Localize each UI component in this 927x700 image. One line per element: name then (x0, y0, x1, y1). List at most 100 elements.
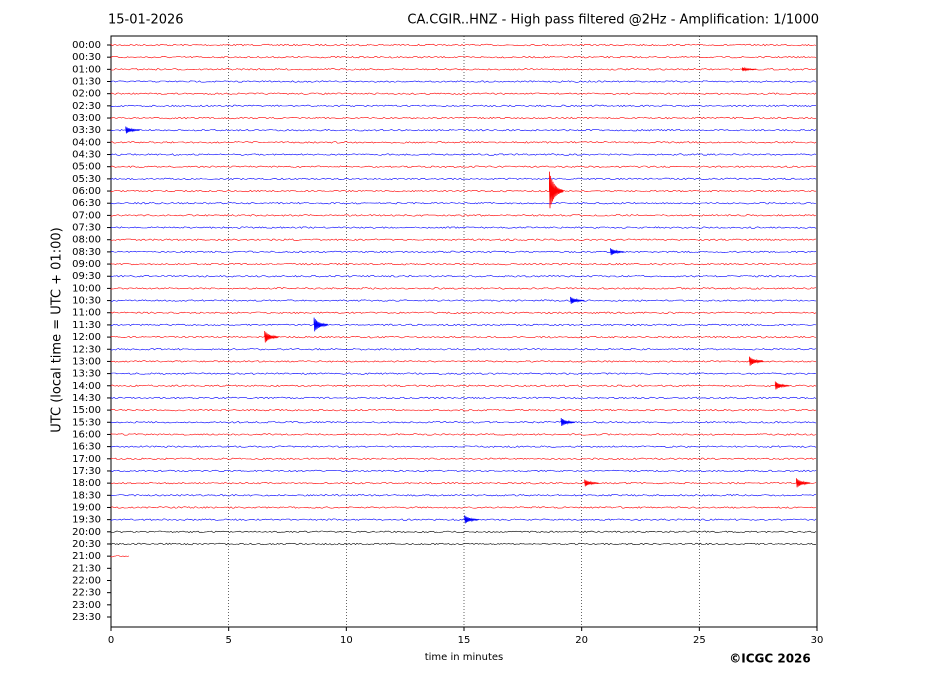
y-tick-label: 01:00 (72, 64, 101, 75)
y-tick-label: 11:30 (72, 320, 101, 331)
event (549, 171, 564, 209)
y-tick-label: 12:30 (72, 344, 101, 355)
x-tick-label: 25 (693, 635, 706, 646)
y-tick-label: 16:30 (72, 442, 101, 453)
y-tick-label: 07:00 (72, 210, 101, 221)
trace (110, 348, 817, 351)
trace (110, 481, 817, 485)
event (570, 296, 585, 304)
trace (110, 80, 817, 83)
y-tick-label: 03:30 (72, 125, 101, 136)
chart-title: CA.CGIR..HNZ - High pass filtered @2Hz -… (407, 13, 819, 28)
trace (110, 408, 817, 412)
trace (110, 457, 817, 461)
y-tick-label: 20:30 (72, 539, 101, 550)
y-tick-label: 02:30 (72, 101, 101, 112)
y-tick-label: 04:30 (72, 150, 101, 161)
y-tick-label: 06:00 (72, 186, 101, 197)
y-tick-label: 15:00 (72, 405, 101, 416)
y-tick-label: 05:30 (72, 174, 101, 185)
date: 15-01-2026 (108, 13, 184, 28)
trace (110, 287, 817, 290)
y-tick-label: 10:30 (72, 296, 101, 307)
y-tick-label: 21:00 (72, 551, 101, 562)
trace (110, 250, 817, 254)
trace (110, 214, 817, 217)
event (796, 478, 811, 488)
y-tick-label: 15:30 (72, 417, 101, 428)
y-tick-label: 18:30 (72, 490, 101, 501)
trace (110, 542, 817, 546)
trace (110, 469, 817, 473)
trace (110, 153, 817, 156)
event (742, 66, 757, 72)
trace (110, 299, 817, 302)
y-tick-label: 13:00 (72, 356, 101, 367)
y-tick-label: 16:00 (72, 429, 101, 440)
y-tick-label: 13:30 (72, 369, 101, 380)
y-tick-label: 19:30 (72, 515, 101, 526)
y-tick-label: 14:00 (72, 381, 101, 392)
y-tick-label: 01:30 (72, 77, 101, 88)
y-tick-label: 00:00 (72, 40, 101, 51)
y-tick-label: 08:00 (72, 235, 101, 246)
trace (110, 92, 817, 95)
trace (110, 555, 130, 558)
y-tick-label: 23:00 (72, 600, 101, 611)
trace (110, 55, 817, 59)
y-tick-label: 20:00 (72, 527, 101, 538)
y-axis-label: UTC (local time = UTC + 01:00) (50, 227, 65, 432)
x-tick-label: 0 (108, 635, 114, 646)
event (749, 356, 764, 366)
plot-frame (110, 35, 818, 628)
x-tick-label: 5 (225, 635, 231, 646)
event (264, 330, 279, 343)
trace (110, 445, 817, 448)
y-tick-label: 23:30 (72, 612, 101, 623)
trace (110, 384, 817, 387)
trace (110, 421, 817, 424)
trace (110, 494, 817, 497)
y-tick-label: 12:00 (72, 332, 101, 343)
trace (110, 262, 817, 266)
y-tick-label: 18:00 (72, 478, 101, 489)
y-tick-label: 14:30 (72, 393, 101, 404)
y-tick-label: 22:00 (72, 575, 101, 586)
trace (110, 275, 817, 278)
trace (110, 104, 816, 108)
y-tick-label: 03:00 (72, 113, 101, 124)
trace (110, 128, 817, 132)
event (610, 248, 625, 256)
event (313, 317, 329, 332)
y-tick-label: 10:00 (72, 283, 101, 294)
x-tick-label: 15 (458, 635, 471, 646)
y-tick-label: 11:00 (72, 308, 101, 319)
trace (110, 396, 817, 400)
y-tick-label: 09:00 (72, 259, 101, 270)
x-tick-label: 10 (340, 635, 353, 646)
y-tick-label: 21:30 (72, 563, 101, 574)
trace (110, 201, 817, 205)
event (584, 479, 599, 487)
x-tick-label: 20 (575, 635, 588, 646)
y-tick-label: 17:00 (72, 454, 101, 465)
trace (110, 323, 817, 327)
trace (110, 226, 817, 229)
trace (110, 530, 817, 534)
y-tick-label: 04:00 (72, 137, 101, 148)
trace (110, 518, 817, 521)
trace (110, 189, 816, 193)
event (774, 381, 790, 390)
event (560, 417, 576, 427)
trace (110, 360, 817, 363)
trace (110, 116, 817, 120)
y-tick-label: 19:00 (72, 502, 101, 513)
copyright: ©ICGC 2026 (729, 652, 811, 666)
trace (110, 68, 817, 71)
trace (110, 238, 817, 241)
y-tick-label: 17:30 (72, 466, 101, 477)
y-tick-label: 06:30 (72, 198, 101, 209)
event (464, 515, 479, 524)
trace (110, 141, 817, 144)
